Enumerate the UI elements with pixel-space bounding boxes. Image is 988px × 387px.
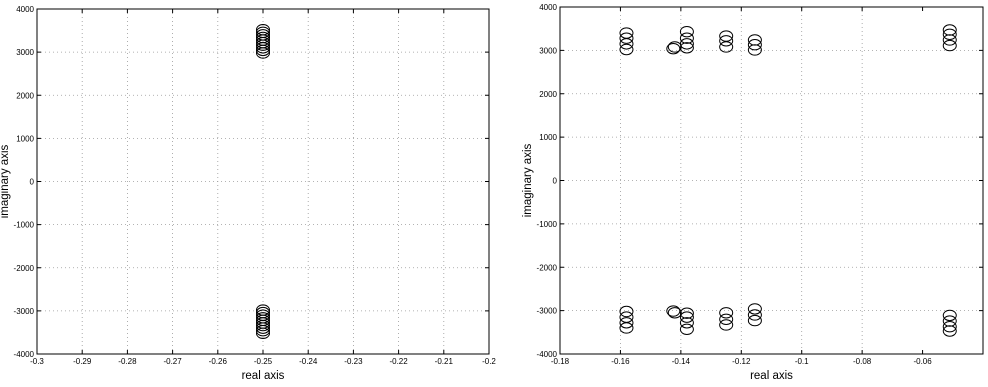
data-point: [256, 327, 270, 339]
x-tick-label: -0.25: [254, 357, 273, 366]
y-tick-label: 0: [553, 177, 558, 186]
data-point: [256, 31, 270, 44]
data-point: [619, 305, 634, 318]
x-tick-label: -0.23: [344, 357, 363, 366]
data-point: [256, 26, 270, 38]
x-axis-label: real axis: [750, 370, 793, 382]
data-point: [719, 313, 734, 325]
x-tick-label: -0.26: [209, 357, 228, 366]
y-axis-label: imaginary axis: [0, 145, 11, 219]
x-tick-label: -0.06: [913, 357, 932, 366]
data-point: [679, 42, 694, 54]
y-tick-label: 1000: [16, 134, 34, 143]
data-point: [747, 309, 762, 321]
x-axis-label: real axis: [242, 370, 285, 382]
y-tick-label: 2000: [16, 91, 34, 100]
data-point: [619, 317, 634, 329]
data-point: [719, 307, 734, 319]
data-point: [747, 303, 762, 315]
data-point: [679, 32, 694, 44]
y-tick-label: 4000: [539, 3, 557, 12]
data-point: [719, 30, 734, 42]
x-tick-label: -0.27: [163, 357, 182, 366]
x-tick-label: -0.14: [672, 357, 691, 366]
data-point: [619, 27, 634, 39]
left-scatter-plot: -0.3 -0.29 -0.28 -0.27 -0.26 -0.25 -0.24 -0.23 -…: [0, 5, 496, 382]
data-point: [679, 311, 694, 323]
x-tick-label: -0.28: [118, 357, 137, 366]
x-tick-label: -0.18: [551, 357, 570, 366]
y-tick-label: -4000: [14, 350, 35, 359]
data-point: [679, 307, 694, 319]
y-tick-label: 3000: [16, 48, 34, 57]
data-point: [256, 319, 270, 332]
data-point: [256, 322, 270, 334]
y-tick-label: -2000: [537, 263, 558, 272]
data-point: [666, 42, 681, 55]
y-tick-label: 1000: [539, 133, 557, 142]
data-point: [679, 317, 694, 329]
data-point: [256, 24, 270, 36]
y-tick-label: 4000: [16, 5, 34, 14]
plot-frame: [559, 6, 984, 355]
data-point: [719, 41, 734, 53]
data-point: [619, 322, 634, 334]
data-point: [667, 307, 682, 319]
y-axis-label: imaginary axis: [522, 144, 534, 218]
data-point: [719, 35, 734, 47]
data-point: [942, 320, 957, 333]
data-point: [942, 309, 957, 322]
data-point: [679, 38, 694, 50]
data-point: [942, 325, 957, 337]
data-point: [679, 323, 694, 335]
data-point: [619, 43, 634, 56]
x-tick-label: -0.24: [299, 357, 318, 366]
x-tick-label: -0.1: [795, 357, 809, 366]
x-tick-label: -0.22: [389, 357, 408, 366]
data-point: [747, 34, 762, 46]
data-point: [942, 28, 957, 41]
data-point: [679, 26, 694, 38]
y-tick-label: 2000: [539, 90, 557, 99]
data-point: [256, 29, 270, 41]
y-tick-label: 3000: [539, 46, 557, 55]
x-tick-label: -0.21: [435, 357, 454, 366]
x-tick-label: -0.29: [73, 357, 92, 366]
x-tick-label: -0.08: [853, 357, 872, 366]
x-tick-label: -0.16: [611, 357, 630, 366]
y-tick-label: -3000: [537, 307, 558, 316]
data-point: [942, 39, 957, 52]
data-point: [666, 305, 681, 317]
data-point: [942, 24, 957, 36]
y-tick-label: -3000: [14, 307, 35, 316]
data-point: [747, 39, 762, 51]
y-tick-label: -4000: [537, 350, 558, 359]
data-point: [747, 314, 762, 327]
y-tick-label: -1000: [537, 220, 558, 229]
data-point: [619, 32, 634, 44]
x-tick-label: -0.12: [732, 357, 751, 366]
y-tick-label: 0: [30, 178, 35, 187]
data-point: [256, 325, 270, 337]
right-scatter-plot: -0.18 -0.16 -0.14 -0.12 -0.1 -0.08 -0.06 -4000 -…: [522, 3, 984, 382]
data-point: [719, 319, 734, 331]
y-tick-label: -2000: [14, 264, 35, 273]
x-tick-label: -0.3: [30, 357, 44, 366]
x-tick-label: -0.2: [482, 357, 496, 366]
y-tick-label: -1000: [14, 221, 35, 230]
